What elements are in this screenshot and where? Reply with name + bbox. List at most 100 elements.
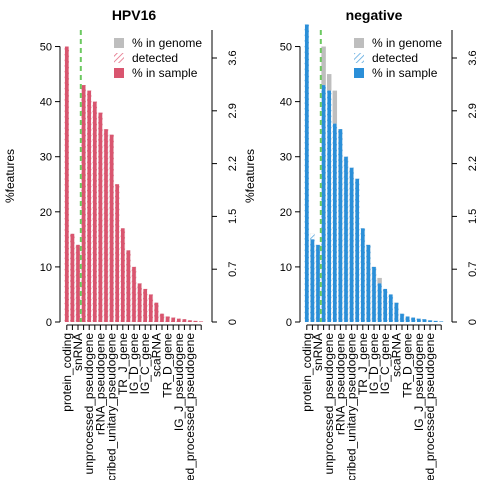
bar-sample — [148, 294, 153, 322]
y-tick-label: 30 — [40, 152, 52, 164]
x-tick-label: transcribed_unitary_pseudogene — [345, 333, 359, 480]
bar-sample — [388, 294, 393, 322]
x-tick-label: TR_J_gene — [116, 333, 130, 395]
y2-tick-label: 3.6 — [467, 50, 479, 65]
bar-sample — [366, 244, 371, 322]
panel-1: HPV16 0 10 20 30 40 50 %features 0 0.7 1.5 2.2 2.9 3.… — [3, 7, 239, 480]
bar-sample — [355, 178, 360, 322]
x-tick-label: rRNA_pseudogene — [333, 333, 347, 435]
x-tick-label: TR_D_gene — [161, 333, 175, 398]
legend-sample-swatch — [114, 68, 124, 78]
bar-sample — [310, 239, 315, 322]
bar-sample — [394, 302, 399, 322]
x-tick-label: protein_coding — [60, 333, 74, 412]
y-tick-label: 40 — [280, 97, 292, 109]
bar-sample — [349, 167, 354, 322]
bar-sample — [126, 250, 131, 322]
y-tick-label: 50 — [40, 42, 52, 54]
bar-sample — [182, 319, 187, 322]
y2-tick-label: 2.9 — [227, 103, 239, 118]
legend-genome-swatch — [354, 38, 364, 48]
legend-genome-label: % in genome — [132, 36, 202, 50]
legend-sample-label: % in sample — [132, 66, 198, 80]
bar-sample — [338, 129, 343, 322]
bar-sample — [143, 288, 148, 322]
bar-sample — [64, 46, 69, 323]
x-tick-label: IG_C_gene — [138, 333, 152, 395]
bar-sample — [92, 101, 97, 322]
y2-tick-label: 0.7 — [467, 262, 479, 277]
y-tick-label: 40 — [40, 97, 52, 109]
bar-sample — [104, 129, 108, 322]
x-tick-label: transcribed_unitary_pseudogene — [105, 333, 119, 480]
y-axis-label: %features — [3, 149, 17, 203]
x-tick-label: unprocessed_pseudogene — [82, 333, 96, 475]
y-tick-label: 20 — [280, 207, 292, 219]
legend-detected-label: detected — [132, 51, 178, 65]
y-tick-label: 0 — [286, 317, 292, 329]
bar-sample — [439, 321, 444, 322]
x-tick-label: IG_D_gene — [127, 333, 141, 395]
bar-sample — [411, 317, 416, 322]
y-tick-label: 30 — [280, 152, 292, 164]
bar-sample — [81, 85, 86, 323]
bar-sample — [160, 313, 164, 322]
bar-sample — [416, 318, 421, 322]
bar-sample — [165, 316, 170, 322]
bar-sample — [70, 233, 75, 322]
legend-genome-swatch — [114, 38, 124, 48]
y-axis-label: %features — [243, 149, 257, 203]
x-tick-label: IG_D_gene — [367, 333, 381, 395]
bar-sample — [98, 112, 103, 322]
legend-detected-swatch — [354, 53, 364, 63]
bar-sample — [327, 90, 332, 322]
y2-tick-label: 0 — [467, 319, 479, 325]
x-tick-label: IG_J_pseudogene — [412, 333, 426, 431]
bar-sample — [422, 319, 427, 322]
bar-sample — [188, 320, 192, 322]
y2-tick-label: 2.2 — [227, 156, 239, 171]
bar-sample — [400, 313, 404, 322]
bar-sample — [405, 316, 410, 322]
bar-sample — [199, 321, 204, 322]
bar-sample — [154, 302, 159, 322]
x-tick-label: protein_coding — [300, 333, 314, 412]
x-tick-label: scaRNA — [389, 333, 403, 377]
panel-2: negative 0 10 20 30 40 50 %features 0 0.7 1.5 2.2 2.… — [243, 7, 479, 480]
x-tick-label: transcribed_processed_pseudogene — [423, 333, 437, 480]
x-tick-label: TR_D_gene — [401, 333, 415, 398]
y2-tick-label: 1.5 — [227, 209, 239, 224]
x-tick-label: unprocessed_pseudogene — [322, 333, 336, 475]
bar-sample — [377, 283, 382, 322]
bar-sample — [115, 184, 120, 322]
bar-sample — [428, 320, 432, 322]
bar-sample — [316, 244, 320, 322]
y-tick-label: 20 — [40, 207, 52, 219]
legend-genome-label: % in genome — [372, 36, 442, 50]
y-tick-label: 10 — [280, 262, 292, 274]
y2-tick-label: 0 — [227, 319, 239, 325]
y2-tick-label: 1.5 — [467, 209, 479, 224]
legend-detected-swatch — [114, 53, 124, 63]
bar-sample — [360, 228, 365, 322]
y-tick-label: 50 — [280, 42, 292, 54]
bar-sample — [137, 283, 142, 322]
bar-sample — [176, 318, 181, 322]
bar-sample — [433, 320, 438, 322]
legend-detected-label: detected — [372, 51, 418, 65]
bar-sample — [120, 228, 125, 322]
y2-tick-label: 2.9 — [467, 103, 479, 118]
bar-sample — [321, 85, 326, 323]
bar-sample — [383, 288, 388, 322]
y-tick-label: 10 — [40, 262, 52, 274]
legend-sample-swatch — [354, 68, 364, 78]
x-tick-label: snRNA — [311, 333, 325, 371]
x-tick-label: snRNA — [71, 333, 85, 371]
bar-sample — [132, 266, 136, 322]
y-tick-label: 0 — [46, 317, 52, 329]
x-tick-label: IG_C_gene — [378, 333, 392, 395]
x-tick-label: IG_J_pseudogene — [172, 333, 186, 431]
x-tick-label: transcribed_processed_pseudogene — [183, 333, 197, 480]
bar-sample — [372, 266, 376, 322]
